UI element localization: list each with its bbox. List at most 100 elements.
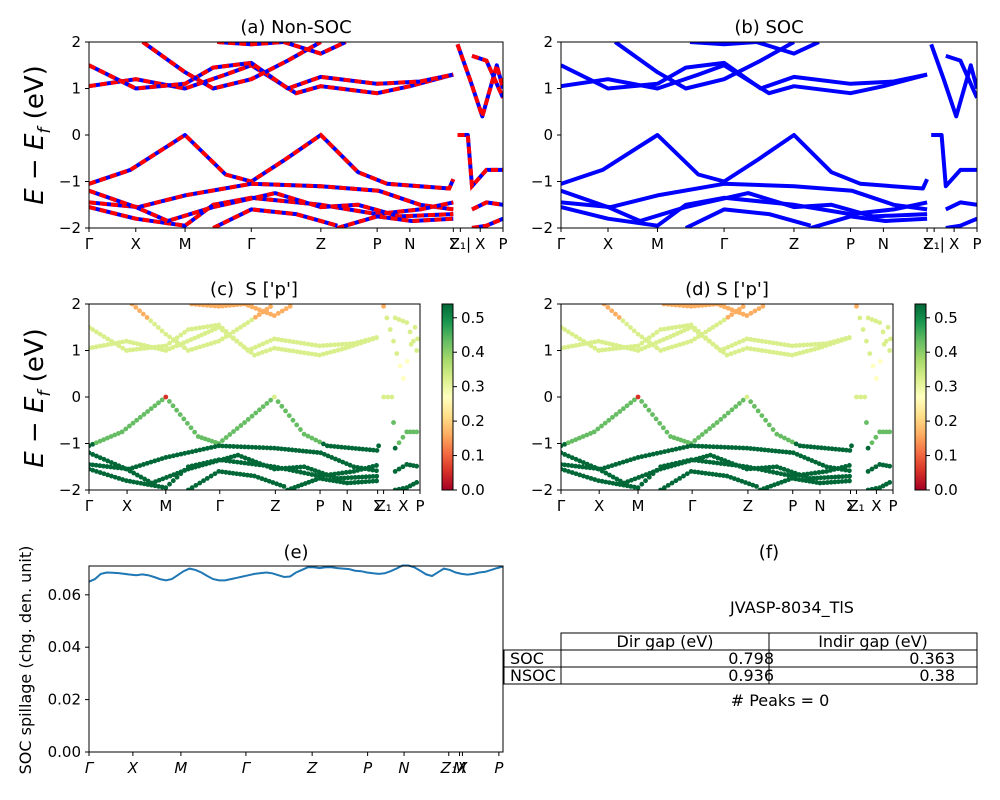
band-point (573, 471, 579, 477)
band-point (624, 321, 630, 327)
band-point (566, 453, 571, 459)
band-point (774, 464, 780, 470)
band-point (729, 461, 735, 466)
band-point (109, 338, 114, 344)
band-point (391, 338, 396, 344)
y-tick-label: 1 (543, 342, 553, 360)
band-point (577, 336, 583, 342)
band-point (643, 472, 649, 478)
band-point (193, 482, 199, 488)
band-point (305, 351, 311, 356)
x-tick-label: P (494, 759, 504, 777)
band-point (733, 404, 739, 409)
band-point (603, 470, 609, 476)
band-point (253, 410, 259, 416)
band-point (592, 465, 598, 470)
band-point (137, 414, 143, 420)
band-point (351, 469, 357, 474)
band-point (588, 463, 594, 469)
band-line (931, 133, 977, 189)
band-point (869, 466, 875, 472)
band-point (577, 472, 583, 478)
band-point (324, 350, 330, 356)
y-tick-label: 0.00 (48, 743, 81, 761)
band-point (249, 346, 255, 352)
band-point (782, 342, 787, 348)
band-point (223, 469, 229, 475)
band-point (721, 317, 727, 323)
band-point (148, 318, 154, 324)
band-point (133, 304, 139, 310)
band-point (339, 444, 344, 450)
band-point (220, 304, 225, 309)
band-point (573, 463, 578, 469)
band-point (259, 476, 265, 482)
band-point (234, 304, 240, 308)
band-point (268, 397, 274, 403)
band-point (793, 441, 799, 447)
band-point (347, 462, 353, 468)
band-point (282, 446, 288, 452)
x-tick-label: N (342, 497, 353, 515)
band-point (260, 445, 266, 451)
band-point (112, 432, 118, 438)
band-point (327, 473, 333, 479)
band-point (338, 475, 344, 481)
band-point (744, 336, 750, 342)
band-point (584, 432, 590, 438)
band-point (235, 452, 241, 458)
band-point (883, 338, 889, 344)
band-point (223, 328, 229, 334)
band-point (736, 306, 742, 312)
band-point (178, 451, 184, 457)
band-point (277, 482, 283, 488)
band-point (724, 473, 730, 479)
table-cell: 0.38 (919, 666, 955, 685)
band-point (860, 327, 866, 332)
band-point (596, 466, 601, 472)
y-tick-label: 0 (71, 388, 81, 406)
band-point (684, 471, 690, 477)
band-point (112, 461, 118, 467)
x-tick-label: X (122, 497, 132, 515)
band-point (865, 469, 871, 474)
band-point (740, 311, 746, 317)
band-point (312, 468, 318, 474)
band-point (632, 476, 638, 482)
band-point (257, 461, 263, 466)
band-point (374, 473, 380, 479)
band-point (227, 443, 233, 449)
y-tick-label: −2 (531, 481, 553, 499)
band-point (219, 469, 225, 475)
band-point (766, 464, 772, 470)
band-point (688, 469, 694, 474)
band-point (358, 467, 364, 472)
band-line (684, 207, 812, 228)
x-tick-label: P (316, 497, 325, 515)
colorbar-tick-label: 0.4 (461, 343, 485, 361)
band-point (635, 485, 641, 490)
band-point (717, 472, 723, 478)
band-point (396, 317, 402, 322)
band-point (635, 348, 641, 353)
band-point (715, 455, 721, 461)
band-point (335, 347, 341, 353)
band-point (707, 304, 713, 308)
band-point (392, 445, 398, 451)
band-point (404, 429, 410, 435)
band-point (193, 345, 199, 351)
table-header-indir: Indir gap (eV) (818, 632, 928, 651)
band-point (371, 447, 376, 453)
band-point (839, 465, 845, 470)
band-point (148, 406, 154, 412)
band-point (812, 346, 817, 352)
y-tick-label: 0.06 (48, 586, 81, 604)
band-point (887, 429, 893, 435)
band-point (220, 438, 225, 443)
band-point (249, 444, 255, 450)
band-point (129, 304, 135, 307)
band-point (658, 450, 664, 455)
band-point (620, 459, 626, 465)
band-point (275, 466, 281, 472)
